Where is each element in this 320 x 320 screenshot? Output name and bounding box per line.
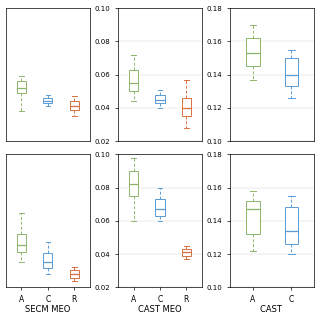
PathPatch shape [17, 81, 26, 93]
PathPatch shape [156, 95, 164, 103]
PathPatch shape [17, 234, 26, 252]
PathPatch shape [182, 98, 191, 116]
X-axis label: CAST : CAST [260, 306, 284, 315]
X-axis label: CAST MEO: CAST MEO [138, 306, 182, 315]
PathPatch shape [182, 249, 191, 256]
PathPatch shape [156, 199, 164, 216]
PathPatch shape [285, 207, 298, 244]
X-axis label: SECM MEO: SECM MEO [25, 306, 70, 315]
PathPatch shape [285, 58, 298, 86]
PathPatch shape [43, 253, 52, 268]
PathPatch shape [70, 101, 79, 110]
PathPatch shape [246, 38, 260, 66]
PathPatch shape [70, 270, 79, 278]
PathPatch shape [129, 70, 138, 91]
PathPatch shape [246, 201, 260, 234]
PathPatch shape [43, 98, 52, 103]
PathPatch shape [129, 171, 138, 196]
